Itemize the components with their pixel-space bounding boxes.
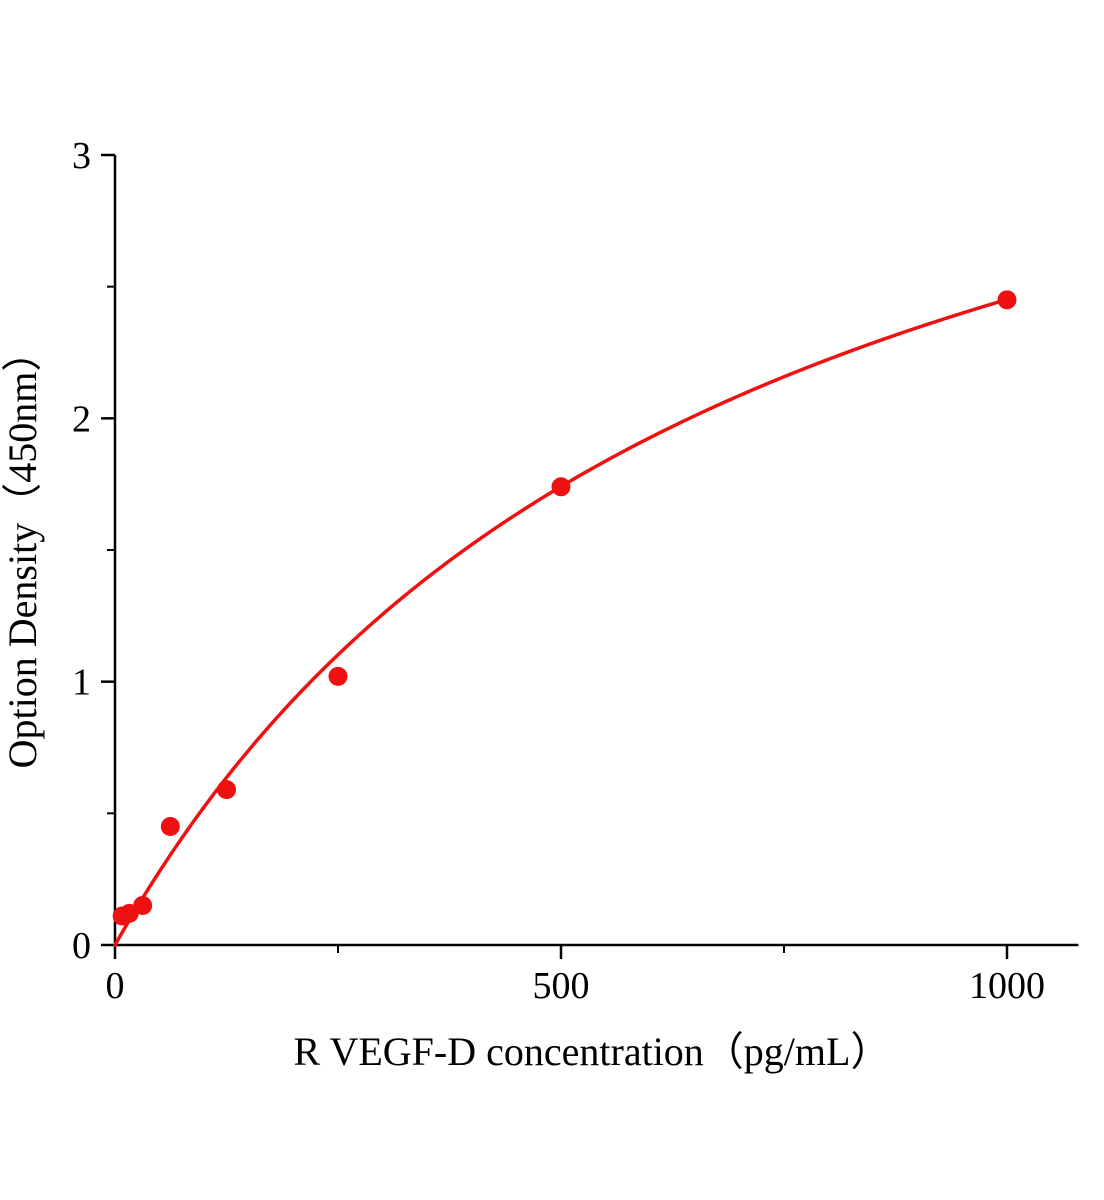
data-point xyxy=(133,896,153,915)
x-axis-label: R VEGF-D concentration（pg/mL） xyxy=(294,1029,891,1074)
x-tick-label: 1000 xyxy=(969,965,1045,1007)
fit-curve xyxy=(113,297,1009,947)
x-tick-label: 500 xyxy=(533,965,590,1007)
data-point xyxy=(217,780,236,800)
x-tick-label: 0 xyxy=(106,965,125,1007)
data-point xyxy=(328,666,348,686)
y-tick-label: 3 xyxy=(72,135,91,177)
y-tick-label: 2 xyxy=(72,398,91,440)
y-tick-label: 0 xyxy=(72,925,91,967)
data-point xyxy=(551,477,571,497)
y-axis-label: Option Density（450nm） xyxy=(0,332,45,769)
data-point xyxy=(997,290,1017,310)
y-tick-label: 1 xyxy=(72,662,91,704)
data-point xyxy=(160,817,180,836)
plot-area: 0 500 1000 0 1 2 3 xyxy=(72,135,1079,1007)
